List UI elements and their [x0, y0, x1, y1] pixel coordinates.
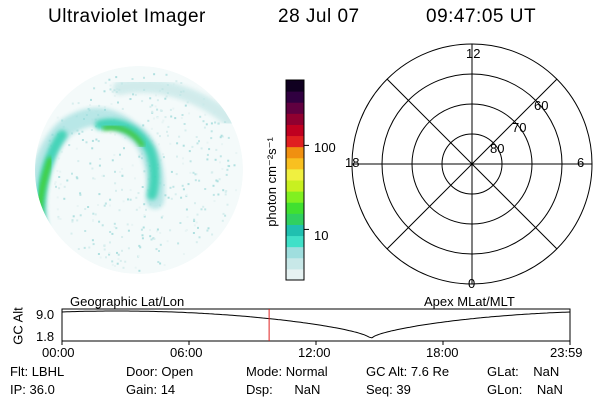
info-mode: Mode: Normal	[246, 364, 328, 379]
colorbar-block	[286, 236, 304, 248]
timeline-right-label: Apex MLat/MLT	[424, 294, 515, 309]
colorbar-tick-10: 10	[314, 228, 328, 243]
colorbar-block	[286, 136, 304, 148]
colorbar-unit-label: photon cm⁻²s⁻¹	[264, 137, 280, 227]
colorbar-block	[286, 169, 304, 181]
timeline-left-label: Geographic Lat/Lon	[70, 294, 184, 309]
colorbar-block	[286, 180, 304, 192]
colorbar-block	[286, 258, 304, 270]
colorbar-block	[286, 191, 304, 203]
info-dsp: Dsp: NaN	[246, 382, 320, 397]
polar-grid	[352, 44, 592, 284]
info-gc-alt: GC Alt: 7.6 Re	[366, 364, 449, 379]
info-ip: IP: 36.0	[10, 382, 55, 397]
info-gain: Gain: 14	[126, 382, 175, 397]
colorbar-block	[286, 113, 304, 125]
lat-label-60: 60	[534, 98, 548, 113]
info-glat: GLat: NaN	[487, 364, 559, 379]
colorbar-block	[286, 202, 304, 214]
colorbar-tick-100: 100	[314, 140, 336, 155]
timeline-y-axis-label: GC Alt	[11, 307, 26, 345]
timeline-x-tick-2: 12:00	[298, 345, 331, 360]
colorbar-block	[286, 269, 304, 281]
info-glon: GLon: NaN	[487, 382, 563, 397]
colorbar-block	[286, 80, 304, 92]
timeline-y-tick-top: 9.0	[36, 307, 54, 322]
auroral-image	[35, 66, 243, 274]
colorbar-block	[286, 124, 304, 136]
timeline-x-tick-0: 00:00	[42, 345, 75, 360]
colorbar-block	[286, 224, 304, 236]
colorbar-block	[286, 91, 304, 103]
mlt-label-6: 6	[577, 155, 584, 170]
mlt-label-18: 18	[345, 155, 359, 170]
info-flt: Flt: LBHL	[10, 364, 64, 379]
colorbar-block	[286, 147, 304, 159]
lat-label-70: 70	[512, 120, 526, 135]
colorbar-block	[286, 247, 304, 259]
colorbar	[286, 80, 309, 281]
info-door: Door: Open	[126, 364, 193, 379]
lat-label-80: 80	[490, 141, 504, 156]
timeline-panel	[62, 309, 570, 345]
colorbar-block	[286, 213, 304, 225]
colorbar-block	[286, 102, 304, 114]
mlt-label-12: 12	[466, 46, 480, 61]
orbit-altitude-curve	[62, 311, 570, 338]
timeline-x-tick-1: 06:00	[170, 345, 203, 360]
timeline-y-tick-bottom: 1.8	[36, 329, 54, 344]
mlt-label-0: 0	[468, 276, 475, 291]
info-seq: Seq: 39	[366, 382, 411, 397]
colorbar-block	[286, 158, 304, 170]
timeline-x-tick-4: 23:59	[550, 345, 583, 360]
timeline-x-tick-3: 18:00	[426, 345, 459, 360]
